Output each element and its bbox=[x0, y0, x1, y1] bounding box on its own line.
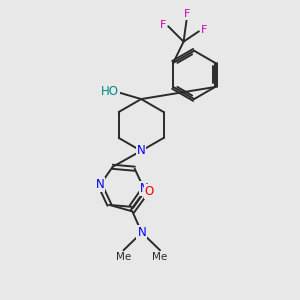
Text: Me: Me bbox=[116, 252, 131, 262]
Text: O: O bbox=[145, 185, 154, 198]
Text: N: N bbox=[137, 226, 146, 239]
Text: Me: Me bbox=[152, 252, 168, 262]
Text: N: N bbox=[137, 144, 146, 158]
Text: HO: HO bbox=[101, 85, 119, 98]
Text: N: N bbox=[96, 178, 104, 191]
Text: F: F bbox=[184, 9, 190, 19]
Text: F: F bbox=[160, 20, 166, 30]
Text: F: F bbox=[201, 25, 207, 35]
Text: N: N bbox=[140, 182, 148, 195]
